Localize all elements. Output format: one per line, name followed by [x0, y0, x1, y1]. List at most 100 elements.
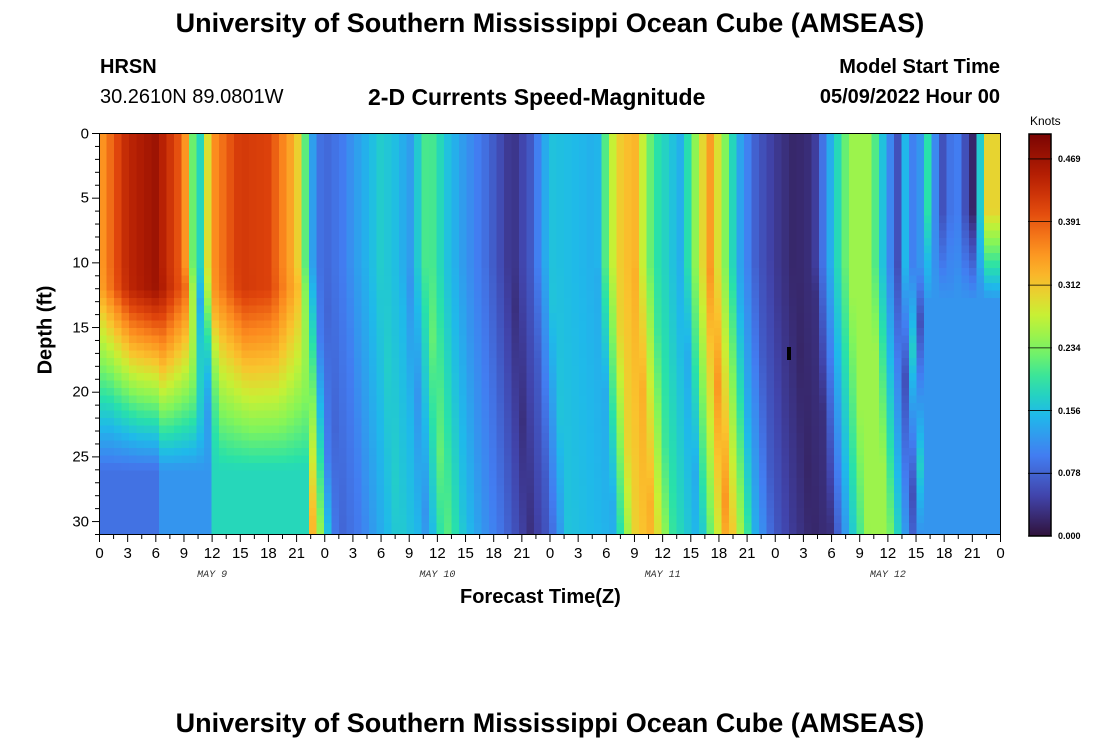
- heatmap-cell: [271, 478, 280, 487]
- heatmap-cell: [639, 260, 648, 269]
- heatmap-cell: [174, 440, 183, 449]
- heatmap-cell: [279, 425, 288, 434]
- heatmap-cell: [211, 478, 220, 487]
- heatmap-cell: [421, 155, 430, 164]
- heatmap-cell: [729, 298, 738, 307]
- heatmap-cell: [459, 388, 468, 397]
- heatmap-cell: [586, 275, 595, 284]
- heatmap-cell: [114, 140, 123, 149]
- heatmap-cell: [586, 305, 595, 314]
- heatmap-cell: [271, 253, 280, 262]
- heatmap-cell: [466, 230, 475, 239]
- heatmap-cell: [429, 425, 438, 434]
- heatmap-cell: [256, 410, 265, 419]
- heatmap-cell: [316, 365, 325, 374]
- heatmap-cell: [459, 313, 468, 322]
- heatmap-cell: [144, 448, 153, 457]
- heatmap-cell: [279, 433, 288, 442]
- heatmap-cell: [159, 215, 168, 224]
- heatmap-cell: [429, 433, 438, 442]
- heatmap-cell: [406, 245, 415, 254]
- heatmap-cell: [714, 448, 723, 457]
- heatmap-cell: [511, 275, 520, 284]
- heatmap-cell: [474, 448, 483, 457]
- heatmap-cell: [279, 185, 288, 194]
- heatmap-cell: [346, 440, 355, 449]
- heatmap-cell: [346, 163, 355, 172]
- heatmap-cell: [196, 320, 205, 329]
- heatmap-cell: [354, 395, 363, 404]
- heatmap-cell: [616, 395, 625, 404]
- heatmap-cell: [526, 470, 535, 479]
- heatmap-cell: [174, 493, 183, 502]
- heatmap-cell: [234, 523, 243, 532]
- heatmap-cell: [579, 500, 588, 509]
- heatmap-cell: [729, 493, 738, 502]
- heatmap-cell: [714, 275, 723, 284]
- heatmap-cell: [556, 508, 565, 517]
- heatmap-cell: [211, 463, 220, 472]
- heatmap-cell: [151, 523, 160, 532]
- heatmap-cell: [406, 403, 415, 412]
- heatmap-cell: [669, 365, 678, 374]
- heatmap-cell: [106, 448, 115, 457]
- heatmap-cell: [414, 290, 423, 299]
- heatmap-cell: [526, 193, 535, 202]
- heatmap-cell: [699, 133, 708, 142]
- heatmap-cell: [759, 470, 768, 479]
- heatmap-cell: [774, 170, 783, 179]
- heatmap-cell: [279, 440, 288, 449]
- heatmap-cell: [226, 395, 235, 404]
- heatmap-cell: [346, 275, 355, 284]
- heatmap-cell: [759, 200, 768, 209]
- heatmap-cell: [556, 485, 565, 494]
- heatmap-cell: [736, 463, 745, 472]
- heatmap-cell: [601, 508, 610, 517]
- heatmap-cell: [586, 253, 595, 262]
- heatmap-cell: [249, 178, 258, 187]
- heatmap-cell: [489, 515, 498, 524]
- heatmap-cell: [234, 320, 243, 329]
- heatmap-cell: [549, 350, 558, 359]
- heatmap-cell: [391, 245, 400, 254]
- heatmap-cell: [144, 343, 153, 352]
- heatmap-cell: [181, 275, 190, 284]
- heatmap-cell: [789, 148, 798, 157]
- heatmap-cell: [451, 380, 460, 389]
- heatmap-cell: [144, 350, 153, 359]
- heatmap-cell: [474, 410, 483, 419]
- heatmap-cell: [459, 155, 468, 164]
- heatmap-cell: [616, 215, 625, 224]
- heatmap-cell: [414, 388, 423, 397]
- heatmap-cell: [106, 155, 115, 164]
- heatmap-cell: [714, 245, 723, 254]
- heatmap-cell: [99, 170, 108, 179]
- heatmap-cell: [774, 395, 783, 404]
- heatmap-cell: [496, 290, 505, 299]
- heatmap-cell: [489, 350, 498, 359]
- heatmap-cell: [466, 523, 475, 532]
- heatmap-cell: [316, 238, 325, 247]
- heatmap-cell: [654, 260, 663, 269]
- heatmap-cell: [129, 380, 138, 389]
- heatmap-cell: [601, 185, 610, 194]
- heatmap-cell: [556, 448, 565, 457]
- heatmap-cell: [256, 215, 265, 224]
- heatmap-cell: [354, 500, 363, 509]
- heatmap-cell: [204, 163, 213, 172]
- heatmap-cell: [474, 373, 483, 382]
- heatmap-cell: [346, 373, 355, 382]
- heatmap-cell: [751, 133, 760, 142]
- heatmap-cell: [286, 350, 295, 359]
- heatmap-cell: [436, 365, 445, 374]
- heatmap-cell: [264, 515, 273, 524]
- heatmap-cell: [211, 290, 220, 299]
- heatmap-cell: [519, 530, 528, 535]
- heatmap-cell: [219, 418, 228, 427]
- heatmap-cell: [136, 298, 145, 307]
- heatmap-cell: [759, 380, 768, 389]
- heatmap-cell: [519, 275, 528, 284]
- heatmap-cell: [241, 463, 250, 472]
- heatmap-cell: [211, 245, 220, 254]
- heatmap-cell: [594, 373, 603, 382]
